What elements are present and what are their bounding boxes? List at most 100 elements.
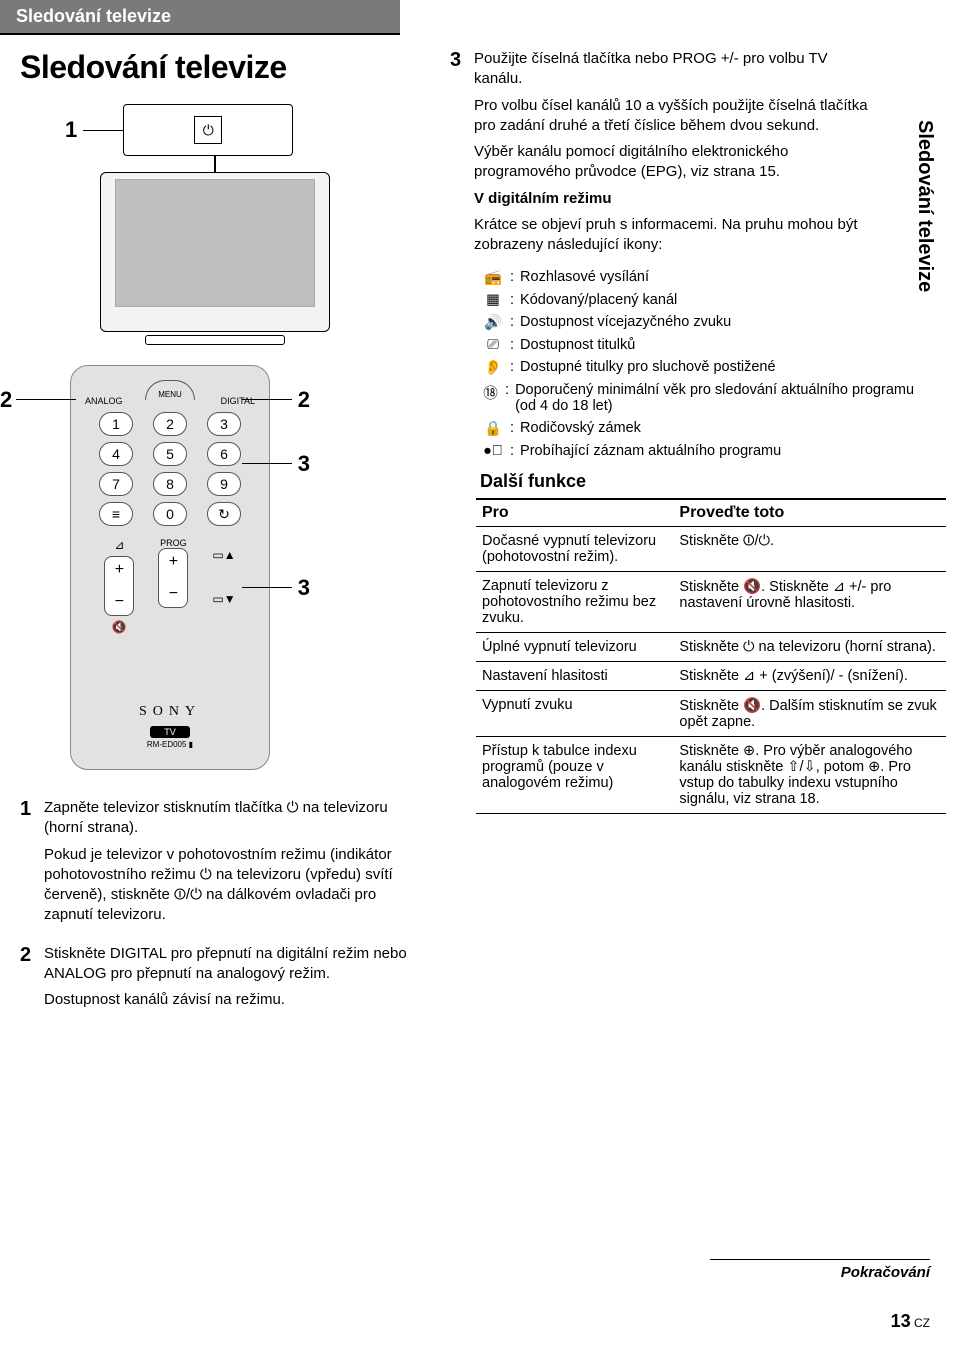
- table-head-pro: Pro: [476, 499, 673, 527]
- table-cell-action: Stiskněte ⏻ na televizoru (horní strana)…: [673, 633, 946, 662]
- key-jump[interactable]: ↻: [207, 502, 241, 526]
- step-1-line1: Zapněte televizor stisknutím tlačítka ⏻ …: [44, 798, 410, 839]
- icon-legend-row: 🔒:Rodičovský zámek: [480, 420, 920, 437]
- key-7[interactable]: 7: [99, 472, 133, 496]
- callout-3b: 3: [298, 575, 310, 601]
- mute-icon[interactable]: 🔇: [112, 620, 127, 634]
- icon-legend-row: 🔊:Dostupnost vícejazyčného zvuku: [480, 314, 920, 331]
- table-cell-pro: Vypnutí zvuku: [476, 691, 673, 737]
- page-number: 13 CZ: [710, 1311, 930, 1332]
- legend-text: Rodičovský zámek: [520, 420, 641, 437]
- key-6[interactable]: 6: [207, 442, 241, 466]
- prog-buttons[interactable]: +−: [158, 548, 188, 608]
- remote-control: MENU ANALOG DIGITAL 1 2 3 4 5 6 7 8 9: [70, 365, 270, 770]
- right-column: 3 Použijte číselná tlačítka nebo PROG +/…: [440, 37, 920, 1028]
- key-0[interactable]: 0: [153, 502, 187, 526]
- key-3[interactable]: 3: [207, 412, 241, 436]
- step-3-line2: Pro volbu čísel kanálů 10 a vyšších použ…: [474, 96, 880, 137]
- table-head-action: Proveďte toto: [673, 499, 946, 527]
- legend-icon: 🔊: [480, 314, 506, 331]
- step-2-line1: Stiskněte DIGITAL pro přepnutí na digitá…: [44, 944, 410, 985]
- legend-icon: 🔒: [480, 420, 506, 437]
- prog-label: PROG: [160, 538, 187, 548]
- callout-1: 1: [65, 117, 77, 143]
- legend-text: Doporučený minimální věk pro sledování a…: [515, 382, 920, 414]
- table-cell-action: Stiskněte ⏼/⏻.: [673, 527, 946, 572]
- callout-2-right: 2: [298, 387, 310, 413]
- key-text[interactable]: ≡: [99, 502, 133, 526]
- analog-button[interactable]: ANALOG: [85, 396, 123, 406]
- step-1-num: 1: [20, 798, 44, 932]
- table-row: Přístup k tabulce indexu programů (pouze…: [476, 737, 946, 814]
- icon-legend-row: ●⃞:Probíhající záznam aktuálního program…: [480, 443, 920, 459]
- callout-2-left: 2: [0, 387, 12, 413]
- tv-diagram: 1 ⏻: [65, 104, 365, 345]
- legend-text: Dostupnost vícejazyčného zvuku: [520, 314, 731, 331]
- volume-buttons[interactable]: +−: [104, 556, 134, 616]
- key-9[interactable]: 9: [207, 472, 241, 496]
- table-cell-action: Stiskněte 🔇. Dalším stisknutím se zvuk o…: [673, 691, 946, 737]
- icon-legend-row: ⑱:Doporučený minimální věk pro sledování…: [480, 382, 920, 414]
- icon-legend-row: ⎚:Dostupnost titulků: [480, 337, 920, 353]
- section-header: Sledování televize: [0, 0, 400, 35]
- callout-3a: 3: [298, 451, 310, 477]
- legend-text: Probíhající záznam aktuálního programu: [520, 443, 781, 459]
- table-cell-pro: Dočasné vypnutí televizoru (pohotovostní…: [476, 527, 673, 572]
- legend-text: Rozhlasové vysílání: [520, 269, 649, 286]
- table-cell-pro: Úplné vypnutí televizoru: [476, 633, 673, 662]
- table-cell-action: Stiskněte ⊿ + (zvýšení)/ - (snížení).: [673, 662, 946, 691]
- step-3-num: 3: [450, 49, 474, 261]
- table-cell-action: Stiskněte ⊕. Pro výběr analogového kanál…: [673, 737, 946, 814]
- icon-legend-row: 👂:Dostupné titulky pro sluchově postižen…: [480, 359, 920, 376]
- tv-screen: [115, 179, 315, 307]
- key-1[interactable]: 1: [99, 412, 133, 436]
- function-table: Pro Proveďte toto Dočasné vypnutí televi…: [476, 498, 946, 814]
- table-cell-action: Stiskněte 🔇. Stiskněte ⊿ +/- pro nastave…: [673, 572, 946, 633]
- table-row: Úplné vypnutí televizoruStiskněte ⏻ na t…: [476, 633, 946, 662]
- icon-legend-row: ▦:Kódovaný/placený kanál: [480, 292, 920, 308]
- step-2-line2: Dostupnost kanálů závisí na režimu.: [44, 990, 410, 1010]
- tv-label: TV: [150, 726, 190, 738]
- legend-text: Dostupné titulky pro sluchově postižené: [520, 359, 776, 376]
- left-column: Sledování televize 1 ⏻ 2 2 3 3: [20, 37, 440, 1028]
- legend-icon: 📻: [480, 269, 506, 286]
- table-cell-pro: Přístup k tabulce indexu programů (pouze…: [476, 737, 673, 814]
- brand-logo: SONY: [139, 704, 201, 720]
- step-1-line2: Pokud je televizor v pohotovostním režim…: [44, 845, 410, 926]
- step-2-num: 2: [20, 944, 44, 1017]
- table-cell-pro: Zapnutí televizoru z pohotovostního reži…: [476, 572, 673, 633]
- key-8[interactable]: 8: [153, 472, 187, 496]
- icon-legend: 📻:Rozhlasové vysílání▦:Kódovaný/placený …: [480, 269, 920, 459]
- page-title: Sledování televize: [20, 49, 410, 86]
- legend-text: Dostupnost titulků: [520, 337, 635, 353]
- legend-icon: ⑱: [480, 382, 501, 414]
- legend-icon: ▦: [480, 292, 506, 308]
- table-row: Dočasné vypnutí televizoru (pohotovostní…: [476, 527, 946, 572]
- vol-icon: ⊿: [114, 538, 124, 552]
- power-icon: ⏻: [194, 116, 222, 144]
- remote-model: RM-ED005 ▮: [147, 740, 193, 749]
- step-3-bold: V digitálním režimu: [474, 190, 612, 207]
- table-row: Nastavení hlasitostiStiskněte ⊿ + (zvýše…: [476, 662, 946, 691]
- page-up-icon[interactable]: ▭▲: [212, 548, 235, 562]
- legend-icon: 👂: [480, 359, 506, 376]
- side-tab: Sledování televize: [913, 120, 936, 292]
- tv-top-panel: ⏻: [123, 104, 293, 156]
- legend-icon: ⎚: [480, 337, 506, 353]
- legend-icon: ●⃞: [480, 443, 506, 459]
- table-row: Zapnutí televizoru z pohotovostního reži…: [476, 572, 946, 633]
- legend-text: Kódovaný/placený kanál: [520, 292, 677, 308]
- page-down-icon[interactable]: ▭▼: [212, 592, 235, 606]
- key-5[interactable]: 5: [153, 442, 187, 466]
- tv-stand: [145, 335, 285, 345]
- page-footer: Pokračování 13 CZ: [710, 1259, 930, 1332]
- key-2[interactable]: 2: [153, 412, 187, 436]
- continuation: Pokračování: [710, 1264, 930, 1281]
- table-cell-pro: Nastavení hlasitosti: [476, 662, 673, 691]
- step-3-line3: Výběr kanálu pomocí digitálního elektron…: [474, 142, 880, 183]
- key-4[interactable]: 4: [99, 442, 133, 466]
- digital-button[interactable]: DIGITAL: [221, 396, 255, 406]
- step-3-line1: Použijte číselná tlačítka nebo PROG +/- …: [474, 49, 880, 90]
- table-row: Vypnutí zvukuStiskněte 🔇. Dalším stisknu…: [476, 691, 946, 737]
- step-3-line4: Krátce se objeví pruh s informacemi. Na …: [474, 215, 880, 256]
